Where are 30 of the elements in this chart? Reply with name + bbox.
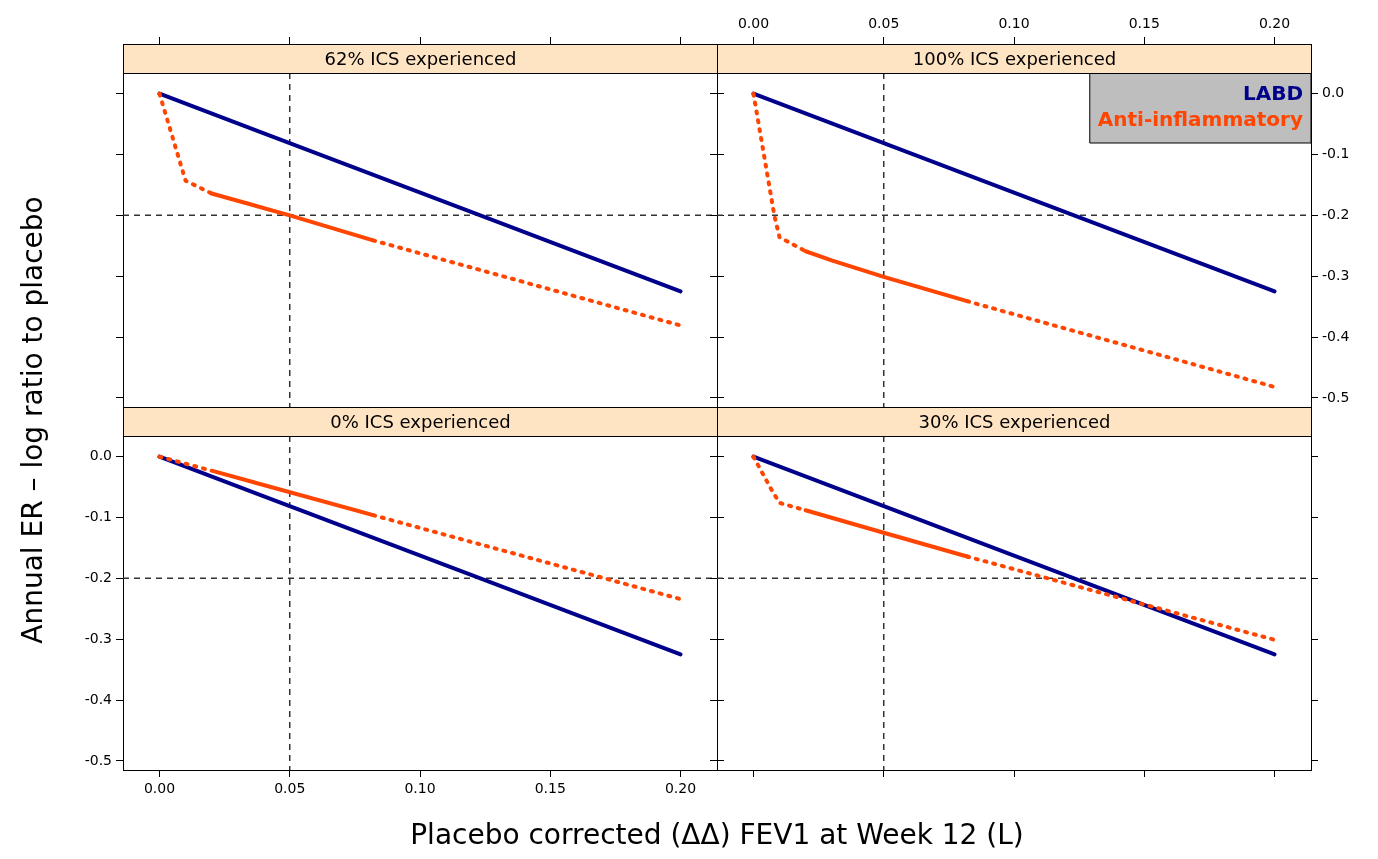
text: LABD [1242, 81, 1303, 106]
y-tick-label: 0.0 [89, 447, 112, 464]
x-tick-label: 0.15 [534, 780, 566, 797]
y-axis-title: Annual ER – log ratio to placebo [16, 195, 50, 646]
x-tick-label: 0.05 [868, 15, 900, 32]
x-axis-title: Placebo corrected (ΔΔ) FEV1 at Week 12 (L) [409, 818, 1025, 851]
y-tick-label: -0.3 [1322, 266, 1350, 283]
x-tick-label: 0.10 [404, 780, 436, 797]
y-tick-label: -0.5 [84, 751, 112, 768]
y-tick-label: -0.2 [84, 569, 112, 585]
chart-title: 30% ICS experienced [717, 407, 1312, 437]
y-tick-label: -0.1 [1322, 145, 1350, 162]
x-tick-label: 0.20 [1258, 15, 1291, 32]
y-tick-label: -0.5 [1322, 388, 1350, 405]
x-tick-label: 0.00 [143, 780, 176, 797]
x-tick-label: 0.20 [664, 780, 697, 797]
chart-title: 0% ICS experienced [123, 407, 718, 437]
x-tick-label: 0.15 [1128, 15, 1160, 32]
x-tick-label: 0.05 [274, 780, 306, 797]
chart-title: 62% ICS experienced [123, 44, 718, 74]
y-tick-label: -0.2 [1322, 206, 1350, 222]
y-tick-label: 0.0 [1322, 84, 1345, 101]
y-tick-label: -0.1 [84, 508, 112, 525]
x-tick-label: 0.00 [737, 15, 770, 32]
x-tick-label: 0.10 [998, 15, 1030, 32]
text: Anti-inflammatory [1097, 107, 1303, 132]
y-tick-label: -0.4 [84, 690, 113, 707]
chart-title: 100% ICS experienced [717, 44, 1312, 74]
y-tick-label: -0.3 [84, 629, 112, 646]
y-tick-label: -0.4 [1322, 327, 1350, 344]
